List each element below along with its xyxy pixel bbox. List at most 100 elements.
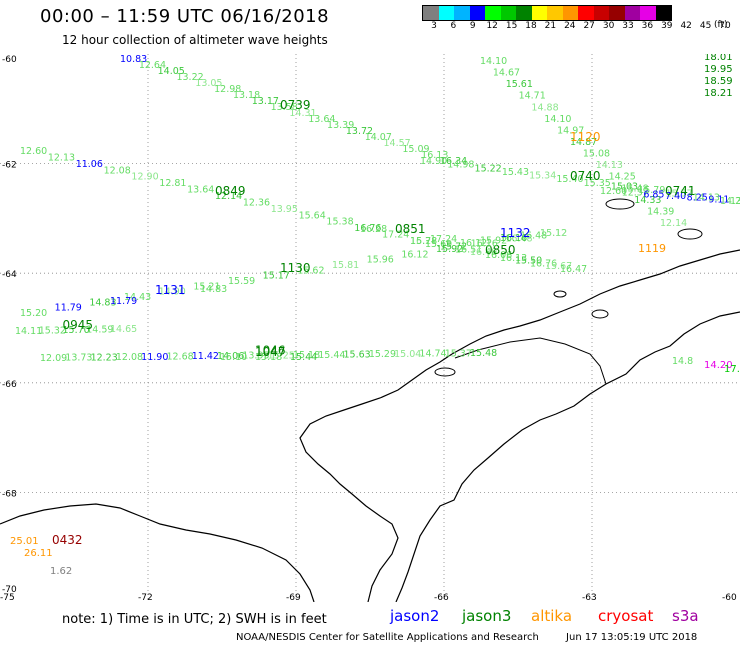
track-value-label: 15.44 bbox=[318, 350, 345, 361]
track-value-label: 14.13 bbox=[693, 192, 720, 203]
footer-date: Jun 17 13:05:19 UTC 2018 bbox=[566, 632, 698, 643]
color-swatch-70 bbox=[655, 6, 671, 20]
track-value-label: 17.24 bbox=[430, 234, 457, 245]
track-value-label: 16.76 bbox=[530, 258, 557, 269]
track-time-label: 0849 bbox=[215, 184, 246, 198]
track-value-label: 15.35 bbox=[584, 178, 611, 189]
track-value-label: 14.71 bbox=[519, 91, 546, 102]
track-time-label: 0432 bbox=[52, 533, 83, 547]
lon-label: -63 bbox=[582, 593, 597, 602]
footer: NOAA/NESDIS Center for Satellite Applica… bbox=[236, 632, 697, 643]
track-value-label: 14.83 bbox=[200, 284, 227, 295]
misc-value-label: 17. bbox=[724, 364, 740, 375]
footer-source: NOAA/NESDIS Center for Satellite Applica… bbox=[236, 632, 539, 643]
coastline-ice-shelf bbox=[0, 503, 315, 602]
lat-label: -68 bbox=[2, 489, 17, 499]
track-value-label: 15.79 bbox=[638, 185, 665, 196]
color-scale-bar bbox=[422, 5, 672, 21]
color-swatch-45 bbox=[640, 6, 656, 20]
track-time-label: 1130 bbox=[280, 261, 311, 275]
color-swatch-39 bbox=[609, 6, 625, 20]
lon-label: -66 bbox=[434, 593, 449, 602]
track-value-label: 16.34 bbox=[440, 156, 467, 167]
color-swatch-30 bbox=[562, 6, 578, 20]
track-value-label: 7.40 bbox=[665, 191, 686, 202]
track-value-label: 15.72 bbox=[440, 242, 467, 253]
track-value-label: 15.67 bbox=[545, 261, 572, 272]
track-value-label: 12.09 bbox=[40, 353, 67, 364]
misc-value-label: 14.20 bbox=[704, 360, 733, 371]
track-value-label: 8.25 bbox=[687, 193, 708, 204]
track-time-label: 0851 bbox=[395, 222, 426, 236]
track-value-label: 12.57 bbox=[622, 188, 649, 199]
track-value-label: 9.11 bbox=[708, 194, 729, 205]
color-scale-tick: 24 bbox=[564, 21, 576, 31]
color-scale-tick: 45 bbox=[699, 21, 712, 31]
lat-label: -66 bbox=[2, 380, 17, 390]
color-scale-tick: 36 bbox=[641, 21, 654, 31]
track-value-label: 12.81 bbox=[159, 178, 186, 189]
satellite-altika: altika bbox=[531, 607, 573, 625]
track-value-label: 15.81 bbox=[332, 260, 359, 271]
track-value-label: 15.04 bbox=[394, 349, 421, 360]
track-value-label: 11.79 bbox=[55, 303, 82, 314]
track-value-label: 15.03 bbox=[611, 181, 638, 192]
satellite-s3a: s3a bbox=[672, 607, 699, 625]
track-value-label: 6.85 bbox=[643, 189, 664, 200]
track-time-label: 1119 bbox=[638, 242, 666, 255]
track-value-label: 12.08 bbox=[116, 352, 143, 363]
lat-label: -60 bbox=[2, 55, 17, 65]
color-scale-tick: 21 bbox=[544, 21, 557, 31]
color-swatch-3 bbox=[423, 6, 439, 20]
track-value-label: 13.64 bbox=[308, 114, 335, 125]
track-value-label: 11.90 bbox=[141, 352, 168, 363]
track-value-label: 14.10 bbox=[480, 56, 507, 67]
color-swatch-36 bbox=[593, 6, 609, 20]
track-value-label: 14.90 bbox=[159, 287, 186, 298]
track-value-label: 16.13 bbox=[421, 150, 448, 161]
track-value-label: 16.76 bbox=[354, 223, 381, 234]
track-value-label: 16.12 bbox=[460, 238, 487, 249]
track-value-label: 15.34 bbox=[529, 171, 556, 182]
map-title: 00:00 – 11:59 UTC 06/16/2018 bbox=[40, 6, 330, 27]
track-value-label: 14.25 bbox=[720, 196, 740, 207]
color-swatch-18 bbox=[500, 6, 516, 20]
track-value-label: 15.20 bbox=[20, 308, 47, 319]
track-value-label: 15.32 bbox=[39, 326, 66, 337]
track-value-label: 11.42 bbox=[192, 351, 219, 362]
track-value-label: 12.64 bbox=[139, 60, 166, 71]
track-value-label: 16.06 bbox=[485, 250, 512, 261]
track-value-label: 15.12 bbox=[540, 228, 567, 239]
track-value-label: 14.07 bbox=[365, 132, 392, 143]
track-value-label: 17.24 bbox=[382, 230, 409, 241]
lat-label: -64 bbox=[2, 270, 17, 280]
color-swatch-33 bbox=[578, 6, 594, 20]
track-value-label: 14.11 bbox=[15, 326, 42, 337]
misc-value-label: 26.11 bbox=[24, 548, 53, 559]
track-value-label: 13.72 bbox=[346, 126, 373, 137]
island bbox=[434, 367, 456, 377]
track-value-label: 12.14 bbox=[660, 218, 687, 229]
track-value-label: 13.64 bbox=[187, 185, 214, 196]
track-value-label: 11.79 bbox=[110, 296, 137, 307]
track-value-label: 14.33 bbox=[634, 195, 661, 206]
track-value-label: 14.10 bbox=[544, 114, 571, 125]
track-value-label: 16.48 bbox=[520, 231, 547, 242]
color-swatch-27 bbox=[547, 6, 563, 20]
track-value-label: 12.60 bbox=[20, 146, 47, 157]
track-value-label: 16.16 bbox=[471, 239, 498, 250]
track-value-label: 15.09 bbox=[402, 144, 429, 155]
track-value-label: 15.63 bbox=[344, 349, 371, 360]
track-time-label: 1046 bbox=[255, 344, 286, 358]
track-value-label: 14.31 bbox=[289, 108, 316, 119]
track-value-label: 15.92 bbox=[480, 236, 507, 247]
track-value-label: 12.23 bbox=[91, 352, 118, 363]
track-time-label: 0945 bbox=[63, 318, 94, 332]
color-scale-tick: 70 bbox=[719, 21, 731, 31]
track-value-label: 15.10 bbox=[220, 352, 247, 363]
track-value-label: 16.40 bbox=[470, 247, 497, 258]
color-scale-tick: 39 bbox=[661, 21, 673, 31]
track-value-label: 16.28 bbox=[410, 236, 437, 247]
track-value-label: 14.74 bbox=[419, 349, 446, 360]
right-edge-value-label: 19.95 bbox=[704, 64, 733, 75]
